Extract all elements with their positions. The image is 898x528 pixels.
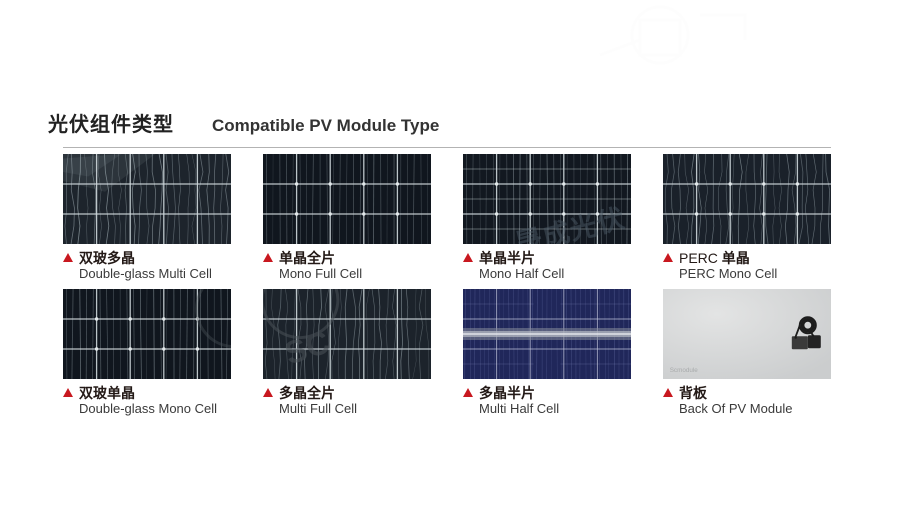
svg-text:Scmodule: Scmodule (670, 367, 698, 374)
